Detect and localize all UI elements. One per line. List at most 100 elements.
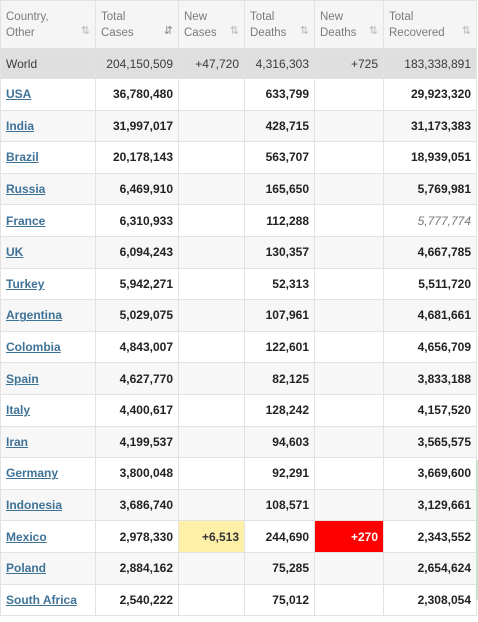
country-link[interactable]: Turkey bbox=[6, 276, 45, 291]
country-link[interactable]: India bbox=[6, 118, 35, 133]
header-new-cases-line1: New bbox=[184, 10, 208, 23]
table-row: Mexico 2,978,330 +6,513 244,690 +270 2,343,55… bbox=[0, 520, 477, 553]
sort-both-icon[interactable]: ⇅ bbox=[299, 25, 309, 37]
country-cell: Italy bbox=[0, 393, 96, 427]
world-new-deaths: +725 bbox=[314, 48, 384, 79]
total-recovered-cell: 3,669,600 bbox=[383, 457, 477, 490]
new-deaths-cell bbox=[314, 78, 384, 111]
total-cases-cell: 4,843,007 bbox=[95, 330, 179, 364]
total-deaths-cell: 165,650 bbox=[244, 172, 315, 206]
total-cases-cell: 4,199,537 bbox=[95, 425, 179, 459]
country-link[interactable]: Italy bbox=[6, 403, 31, 418]
new-cases-cell bbox=[178, 235, 245, 269]
country-link[interactable]: Mexico bbox=[6, 529, 47, 544]
total-recovered-cell: 29,923,320 bbox=[383, 78, 477, 111]
new-deaths-cell bbox=[314, 488, 384, 522]
country-cell: Poland bbox=[0, 551, 96, 585]
total-deaths-cell: 75,285 bbox=[244, 551, 315, 585]
header-new-deaths-line2: Deaths bbox=[320, 26, 357, 39]
new-cases-cell bbox=[178, 299, 245, 332]
sort-both-icon[interactable]: ⇅ bbox=[80, 25, 90, 37]
new-deaths-cell bbox=[314, 583, 384, 617]
new-cases-cell bbox=[178, 583, 245, 617]
table-row: Turkey 5,942,271 52,313 5,511,720 bbox=[0, 267, 477, 301]
header-total-recovered[interactable]: Total Recovered ⇅ bbox=[383, 0, 477, 49]
total-deaths-cell: 244,690 bbox=[244, 520, 315, 553]
country-cell: USA bbox=[0, 78, 96, 111]
total-deaths-cell: 112,288 bbox=[244, 204, 315, 237]
country-link[interactable]: Germany bbox=[6, 466, 59, 481]
country-cell: Brazil bbox=[0, 141, 96, 174]
new-cases-cell bbox=[178, 488, 245, 522]
country-link[interactable]: Russia bbox=[6, 182, 46, 197]
header-total-cases[interactable]: Total Cases ⇵ bbox=[95, 0, 179, 49]
table-row: Spain 4,627,770 82,125 3,833,188 bbox=[0, 362, 477, 395]
country-cell: South Africa bbox=[0, 583, 96, 617]
sort-desc-icon[interactable]: ⇵ bbox=[163, 25, 173, 37]
total-cases-cell: 5,942,271 bbox=[95, 267, 179, 301]
header-total-cases-line1: Total bbox=[101, 10, 126, 23]
world-total-row: World 204,150,509 +47,720 4,316,303 +725… bbox=[0, 48, 477, 79]
country-link[interactable]: UK bbox=[6, 245, 24, 260]
total-recovered-cell: 3,129,661 bbox=[383, 488, 477, 522]
header-new-cases[interactable]: New Cases ⇅ bbox=[178, 0, 245, 49]
country-link[interactable]: Spain bbox=[6, 371, 39, 386]
new-cases-cell bbox=[178, 330, 245, 364]
country-link[interactable]: Iran bbox=[6, 434, 29, 449]
table-row: Poland 2,884,162 75,285 2,654,624 bbox=[0, 551, 477, 585]
sort-both-icon[interactable]: ⇅ bbox=[461, 25, 471, 37]
new-cases-cell bbox=[178, 362, 245, 395]
country-link[interactable]: South Africa bbox=[6, 592, 77, 607]
world-total-deaths: 4,316,303 bbox=[244, 48, 315, 79]
total-deaths-cell: 107,961 bbox=[244, 299, 315, 332]
header-country[interactable]: Country, Other ⇅ bbox=[0, 0, 96, 49]
new-cases-cell bbox=[178, 204, 245, 237]
total-cases-cell: 31,997,017 bbox=[95, 109, 179, 143]
total-recovered-cell: 4,157,520 bbox=[383, 393, 477, 427]
total-cases-cell: 5,029,075 bbox=[95, 299, 179, 332]
country-link[interactable]: Indonesia bbox=[6, 498, 63, 513]
total-cases-cell: 2,540,222 bbox=[95, 583, 179, 617]
table-row: Russia 6,469,910 165,650 5,769,981 bbox=[0, 172, 477, 206]
total-cases-cell: 2,978,330 bbox=[95, 520, 179, 553]
country-cell: Russia bbox=[0, 172, 96, 206]
header-country-line2: Other bbox=[6, 26, 35, 39]
total-recovered-cell: 5,511,720 bbox=[383, 267, 477, 301]
total-recovered-cell: 18,939,051 bbox=[383, 141, 477, 174]
country-cell: UK bbox=[0, 235, 96, 269]
total-recovered-cell: 4,681,661 bbox=[383, 299, 477, 332]
country-link[interactable]: Poland bbox=[6, 561, 47, 576]
new-deaths-cell bbox=[314, 425, 384, 459]
header-new-deaths[interactable]: New Deaths ⇅ bbox=[314, 0, 384, 49]
country-link[interactable]: Argentina bbox=[6, 308, 63, 323]
header-country-line1: Country, bbox=[6, 10, 49, 23]
new-cases-cell bbox=[178, 141, 245, 174]
header-total-deaths-line1: Total bbox=[250, 10, 275, 23]
total-deaths-cell: 82,125 bbox=[244, 362, 315, 395]
table-row: Argentina 5,029,075 107,961 4,681,661 bbox=[0, 299, 477, 332]
header-new-cases-line2: Cases bbox=[184, 26, 217, 39]
header-total-deaths[interactable]: Total Deaths ⇅ bbox=[244, 0, 315, 49]
new-cases-cell bbox=[178, 551, 245, 585]
sort-both-icon[interactable]: ⇅ bbox=[368, 25, 378, 37]
new-deaths-cell bbox=[314, 204, 384, 237]
total-cases-cell: 3,686,740 bbox=[95, 488, 179, 522]
country-cell: Spain bbox=[0, 362, 96, 395]
table-row: USA 36,780,480 633,799 29,923,320 bbox=[0, 78, 477, 111]
country-link[interactable]: France bbox=[6, 213, 46, 228]
world-total-cases: 204,150,509 bbox=[95, 48, 179, 79]
total-deaths-cell: 92,291 bbox=[244, 457, 315, 490]
table-row: South Africa 2,540,222 75,012 2,308,054 bbox=[0, 583, 477, 617]
total-recovered-cell: 5,769,981 bbox=[383, 172, 477, 206]
total-cases-cell: 4,400,617 bbox=[95, 393, 179, 427]
new-deaths-cell bbox=[314, 551, 384, 585]
country-link[interactable]: USA bbox=[6, 87, 32, 102]
total-deaths-cell: 563,707 bbox=[244, 141, 315, 174]
country-link[interactable]: Colombia bbox=[6, 340, 61, 355]
total-cases-cell: 6,469,910 bbox=[95, 172, 179, 206]
total-cases-cell: 6,094,243 bbox=[95, 235, 179, 269]
country-link[interactable]: Brazil bbox=[6, 150, 39, 165]
sort-both-icon[interactable]: ⇅ bbox=[229, 25, 239, 37]
row-edge-highlight bbox=[476, 460, 478, 600]
